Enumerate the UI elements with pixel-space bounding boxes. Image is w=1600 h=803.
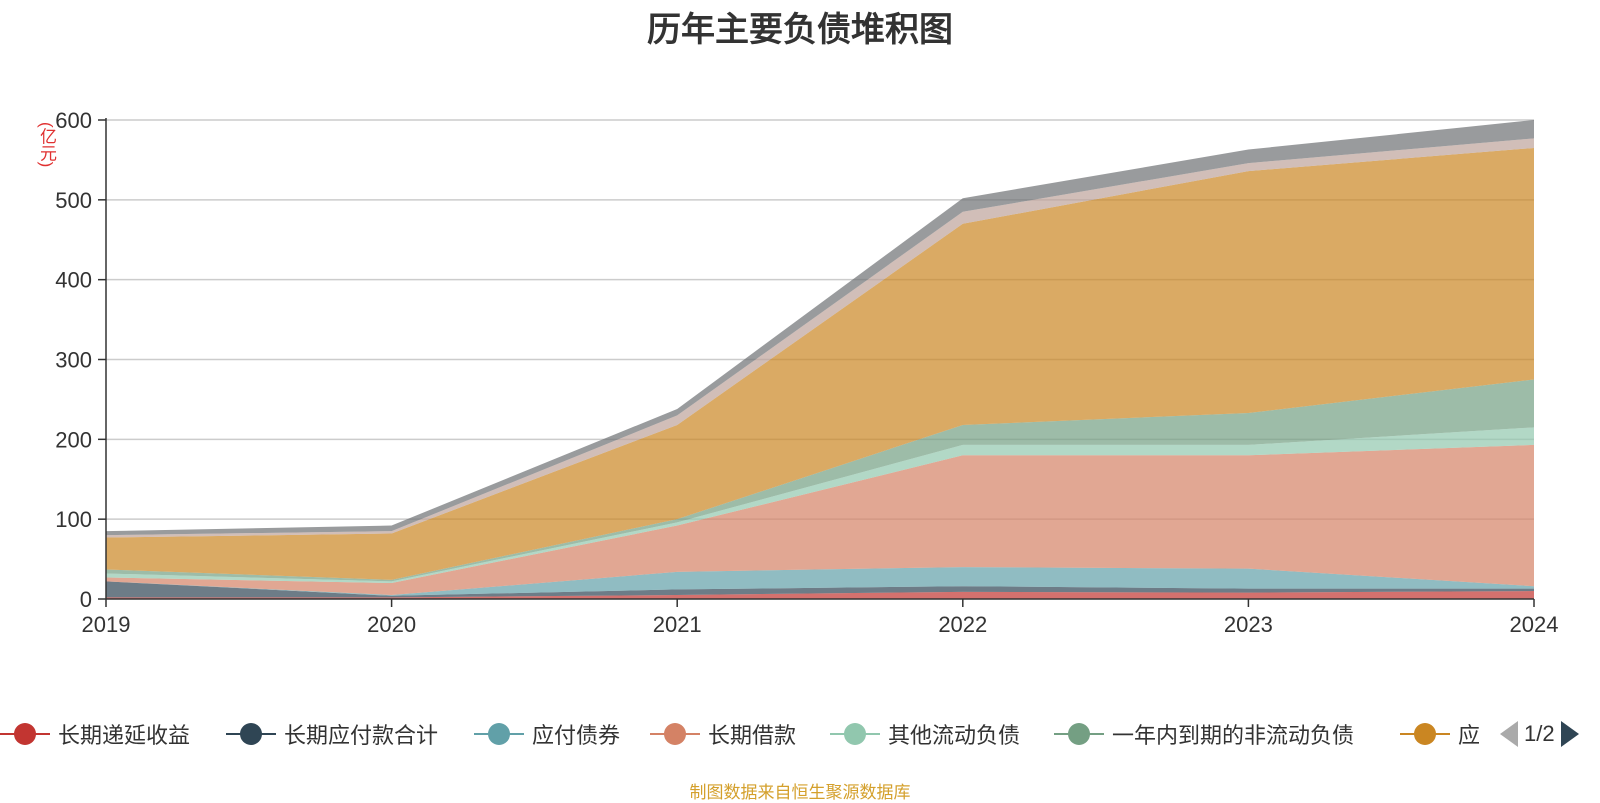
legend-items: 长期递延收益 长期应付款合计 应付债券 长期借款 其他流动负债 一年内到期的非流动负债 应: [0, 714, 1480, 754]
legend-prev-icon[interactable]: [1500, 721, 1518, 747]
legend-page-number: 1/2: [1524, 721, 1555, 746]
area-长期应付款合计: [106, 581, 1534, 598]
legend-marker-icon: [0, 721, 50, 747]
area-应付债券: [106, 567, 1534, 596]
legend-marker-icon: [1400, 721, 1450, 747]
x-tick-label: 2022: [938, 612, 987, 637]
data-source-note: 制图数据来自恒生聚源数据库: [689, 783, 911, 802]
y-tick-label: 500: [55, 188, 92, 213]
legend-label: 长期借款: [708, 723, 797, 748]
area-一年内到期的非流动负债: [106, 379, 1534, 582]
area-其他流动负债: [106, 427, 1534, 584]
y-tick-label: 300: [55, 348, 92, 373]
legend-marker-icon: [1054, 721, 1104, 747]
legend-label: 应付债券: [532, 723, 621, 748]
legend-marker-icon: [474, 721, 524, 747]
legend-item[interactable]: 其他流动负债: [830, 714, 1020, 754]
legend-label: 长期递延收益: [58, 723, 191, 748]
y-tick-label: 200: [55, 427, 92, 452]
legend-marker-icon: [650, 721, 700, 747]
legend: 长期递延收益 长期应付款合计 应付债券 长期借款 其他流动负债 一年内到期的非流动负债应 …: [0, 714, 1600, 754]
chart-title: 历年主要负债堆积图: [647, 11, 953, 49]
area-长期借款: [106, 444, 1534, 596]
area-长期递延收益: [106, 591, 1534, 599]
legend-pager: 1/2: [1500, 714, 1579, 754]
x-tick-label: 2020: [367, 612, 416, 637]
x-tick-label: 2024: [1510, 612, 1559, 637]
x-tick-label: 2019: [82, 612, 131, 637]
y-tick-label: 600: [55, 108, 92, 133]
stacked-area-chart: 0 100 200 300 400 500 600 2019 2020 2021 2022 2023 2…: [55, 108, 1558, 637]
legend-label: 其他流动负债: [888, 723, 1021, 748]
legend-label: 长期应付款合计: [284, 723, 439, 748]
legend-item[interactable]: 应付债券: [474, 714, 620, 754]
legend-label: 一年内到期的非流动负债: [1112, 723, 1355, 748]
legend-item[interactable]: 长期应付款合计: [226, 714, 438, 754]
legend-item[interactable]: 长期借款: [650, 714, 796, 754]
legend-item[interactable]: 一年内到期的非流动负债: [1054, 714, 1354, 754]
y-tick-label: 100: [55, 507, 92, 532]
legend-marker-icon: [830, 721, 880, 747]
legend-item[interactable]: 长期递延收益: [0, 714, 190, 754]
legend-marker-icon: [226, 721, 276, 747]
x-tick-label: 2023: [1224, 612, 1273, 637]
x-tick-label: 2021: [653, 612, 702, 637]
axes: 0 100 200 300 400 500 600 2019 2020 2021 2022 2023 2…: [55, 108, 1558, 637]
y-tick-label: 0: [80, 587, 92, 612]
legend-next-icon[interactable]: [1560, 721, 1579, 747]
area-应付票据及应付账款: [106, 147, 1534, 580]
area-series: [106, 120, 1534, 599]
y-axis-unit: (亿元): [37, 122, 56, 168]
legend-label: 应: [1458, 723, 1480, 748]
y-tick-label: 400: [55, 268, 92, 293]
legend-item[interactable]: 应: [1400, 714, 1480, 754]
